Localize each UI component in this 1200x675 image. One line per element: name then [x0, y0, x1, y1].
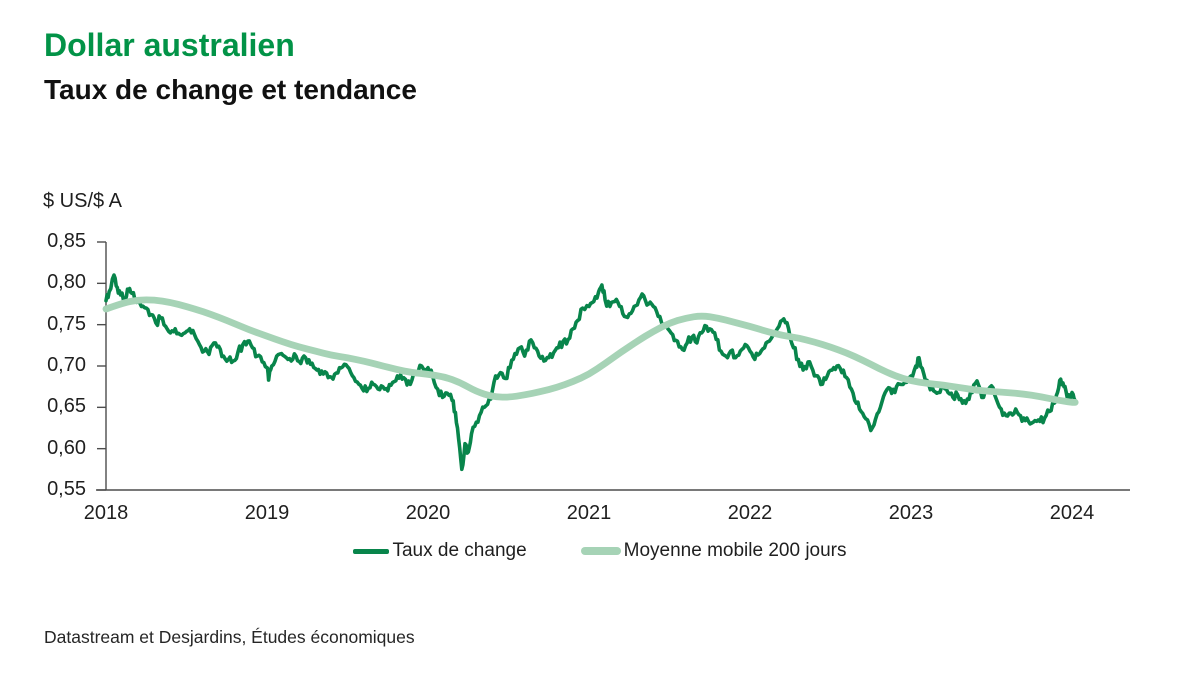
y-tick-label: 0,60 [47, 436, 86, 459]
y-axis-unit-label: $ US/$ A [43, 190, 122, 212]
y-tick-label: 0,75 [47, 312, 86, 335]
y-tick-label: 0,70 [47, 354, 86, 376]
y-tick-label: 0,65 [47, 395, 86, 418]
x-tick-label: 2020 [405, 502, 451, 524]
x-tick-label: 2021 [566, 502, 612, 524]
x-tick-label: 2023 [888, 502, 934, 524]
rate-line [104, 273, 1077, 472]
y-tick-label: 0,55 [47, 478, 86, 500]
x-tick-label: 2019 [244, 502, 290, 524]
y-tick-label: 0,80 [47, 271, 86, 294]
x-tick-label: 2024 [1049, 502, 1095, 524]
x-tick-label: 2022 [727, 502, 773, 524]
ma-line-swatch [580, 547, 621, 555]
y-tick-label: 0,85 [47, 230, 86, 252]
moving-average-line [102, 296, 1079, 406]
x-tick-label: 2018 [83, 502, 129, 524]
legend-item-ma: Moyenne mobile 200 jours [580, 540, 847, 562]
legend-item-rate: Taux de change [353, 540, 527, 562]
rate-line-swatch [353, 548, 390, 554]
legend: Taux de change Moyenne mobile 200 jours [0, 540, 1200, 562]
chart-title: Dollar australien [44, 27, 295, 63]
legend-label-ma: Moyenne mobile 200 jours [623, 540, 847, 561]
chart-subtitle: Taux de change et tendance [44, 74, 417, 105]
legend-label-rate: Taux de change [392, 540, 527, 561]
source-note: Datastream et Desjardins, Études économi… [44, 627, 415, 647]
